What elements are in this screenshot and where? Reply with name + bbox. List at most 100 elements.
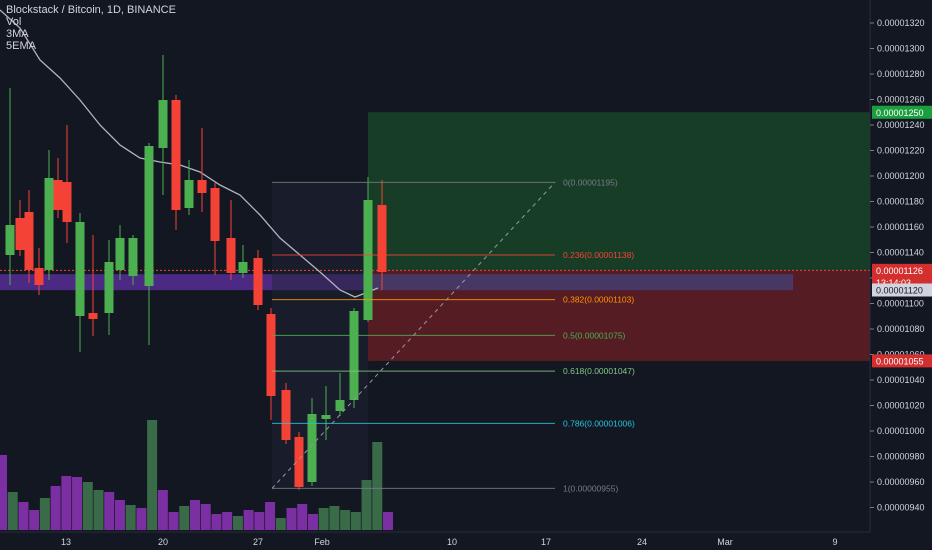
candle-body	[75, 222, 85, 316]
price-tick-label: 0.00001200	[877, 171, 925, 181]
price-tick-label: 0.00000980	[877, 452, 925, 462]
volume-bar	[168, 512, 179, 530]
price-label-box	[872, 283, 932, 297]
time-tick-label: 20	[158, 537, 168, 547]
volume-bar	[136, 508, 147, 530]
volume-bar	[222, 512, 233, 530]
candle-body	[24, 212, 34, 270]
price-tick-label: 0.00001180	[877, 197, 924, 207]
price-label-box	[872, 105, 932, 119]
volume-bar	[329, 506, 340, 530]
price-tick-label: 0.00001280	[877, 69, 925, 79]
volume-bar	[361, 480, 372, 530]
time-tick-label: 24	[637, 537, 647, 547]
price-label-text: 0.00001250	[876, 108, 924, 118]
volume-bar	[72, 477, 83, 530]
time-tick-label: 13	[61, 537, 71, 547]
price-label-text: 13:14:03	[876, 278, 911, 288]
volume-bar	[39, 498, 50, 530]
candle-body	[34, 268, 44, 285]
candle-body	[88, 313, 98, 319]
candle-body	[294, 437, 304, 487]
volume-bar	[307, 514, 318, 530]
volume-bar	[340, 510, 351, 530]
fib-level-label: 0.5(0.00001075)	[563, 330, 626, 340]
time-tick-label: Feb	[314, 537, 330, 547]
candle-body	[307, 414, 317, 482]
volume-bar	[265, 502, 276, 530]
price-tick-label: 0.00001080	[877, 324, 925, 334]
candle-body	[184, 180, 194, 208]
volume-bar	[50, 486, 61, 530]
fib-level-label: 0.786(0.00001006)	[563, 418, 635, 428]
chart-legend: Blockstack / Bitcoin, 1D, BINANCE Vol 3M…	[6, 4, 176, 52]
time-tick-label: 17	[541, 537, 551, 547]
candle-body	[44, 178, 54, 270]
candle-body	[335, 400, 345, 411]
time-tick-label: 9	[832, 537, 837, 547]
time-tick-label: 27	[253, 537, 263, 547]
legend-5ema: 5EMA	[6, 40, 36, 52]
candle-body	[115, 238, 125, 270]
symbol-title: Blockstack / Bitcoin, 1D, BINANCE	[6, 4, 176, 16]
candle-body	[144, 146, 154, 286]
volume-bar	[232, 516, 243, 530]
price-label-text: 0.00001126	[876, 266, 923, 276]
volume-bar	[18, 502, 29, 530]
legend-vol: Vol	[6, 16, 22, 28]
volume-bar	[125, 505, 136, 530]
volume-bar	[61, 476, 72, 530]
volume-bar	[147, 420, 158, 530]
candle-body	[104, 262, 114, 313]
candle-body	[266, 314, 276, 396]
volume-bar	[211, 514, 222, 530]
candle-body	[15, 218, 25, 250]
fib-level-label: 0.618(0.00001047)	[563, 366, 635, 376]
candle-body	[238, 262, 248, 273]
volume-bar	[372, 442, 383, 530]
volume-bar	[286, 508, 297, 530]
profit-zone	[368, 112, 870, 271]
legend-3ma: 3MA	[6, 28, 29, 40]
ma-line	[0, 9, 379, 298]
candle-body	[226, 238, 236, 273]
candle-body	[197, 180, 207, 193]
volume-bar	[82, 482, 93, 530]
volume-bar	[0, 455, 7, 530]
volume-bar	[200, 504, 211, 530]
volume-bar	[254, 512, 265, 530]
price-tick-label: 0.00001260	[877, 95, 925, 105]
volume-bar	[29, 510, 40, 530]
candle-body	[321, 415, 331, 419]
time-tick-label: Mar	[717, 537, 733, 547]
fib-level-label: 0.236(0.00001138)	[563, 250, 634, 260]
price-tick-label: 0.00001300	[877, 44, 925, 54]
candle-body	[5, 225, 15, 255]
fib-level-label: 0(0.00001195)	[563, 177, 618, 187]
volume-bar	[297, 504, 308, 530]
price-label-text: 0.00001120	[876, 286, 923, 296]
candle-body	[363, 200, 373, 320]
volume-bar	[383, 512, 393, 530]
price-tick-label: 0.00001020	[877, 401, 925, 411]
price-label-text: 0.00001055	[876, 356, 924, 366]
volume-bar	[275, 518, 286, 530]
candle-body	[210, 188, 220, 241]
price-label-box	[872, 354, 932, 368]
volume-bar	[104, 492, 115, 530]
price-tick-label: 0.00001160	[877, 222, 924, 232]
price-tick-label: 0.00000940	[877, 503, 925, 513]
volume-bar	[350, 512, 361, 530]
position-box	[370, 274, 792, 291]
volume-bar	[157, 490, 168, 530]
price-tick-label: 0.00001320	[877, 18, 925, 28]
time-tick-label: 10	[447, 537, 457, 547]
volume-bar	[318, 508, 329, 530]
fib-trend-line	[271, 182, 556, 489]
price-tick-label: 0.00001100	[877, 299, 924, 309]
price-tick-label: 0.00001240	[877, 120, 925, 130]
price-tick-label: 0.00001040	[877, 375, 925, 385]
candle-body	[62, 182, 72, 222]
volume-bar	[190, 500, 200, 530]
